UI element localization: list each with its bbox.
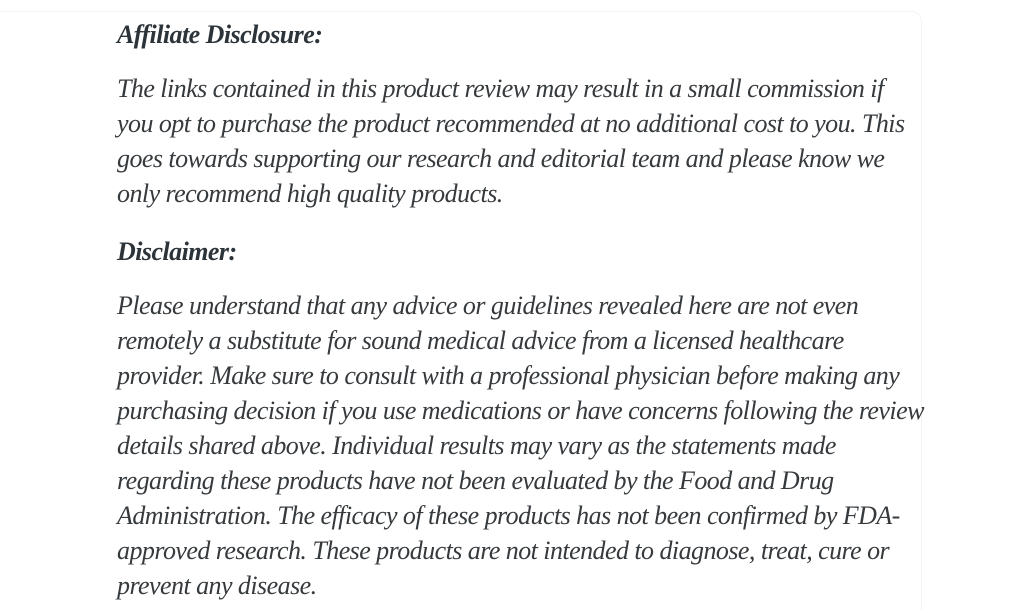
paragraph-line: remotely a substitute for sound medical … [117, 326, 844, 355]
paragraph-line: goes towards supporting our research and… [117, 144, 885, 173]
affiliate-disclosure-heading: Affiliate Disclosure: [117, 20, 323, 49]
paragraph-line: Administration. The efficacy of these pr… [117, 501, 900, 530]
paragraph-line: prevent any disease. [117, 571, 317, 600]
affiliate-disclosure-paragraph: The links contained in this product revi… [117, 71, 924, 211]
paragraph-line: regarding these products have not been e… [117, 466, 834, 495]
disclaimer-paragraph: Please understand that any advice or gui… [117, 288, 924, 603]
disclaimer-section: Disclaimer: Please understand that any a… [117, 235, 924, 603]
paragraph-line: approved research. These products are no… [117, 536, 890, 565]
article-body: Affiliate Disclosure: The links containe… [117, 0, 924, 610]
paragraph-line: you opt to purchase the product recommen… [117, 109, 905, 138]
disclaimer-heading: Disclaimer: [117, 237, 237, 266]
paragraph-line: The links contained in this product revi… [117, 74, 884, 103]
paragraph-line: purchasing decision if you use medicatio… [117, 396, 924, 425]
paragraph-line: provider. Make sure to consult with a pr… [117, 361, 900, 390]
affiliate-disclosure-section: Affiliate Disclosure: The links containe… [117, 18, 924, 211]
paragraph-line: Please understand that any advice or gui… [117, 291, 859, 320]
paragraph-line: details shared above. Individual results… [117, 431, 836, 460]
paragraph-line: only recommend high quality products. [117, 179, 503, 208]
